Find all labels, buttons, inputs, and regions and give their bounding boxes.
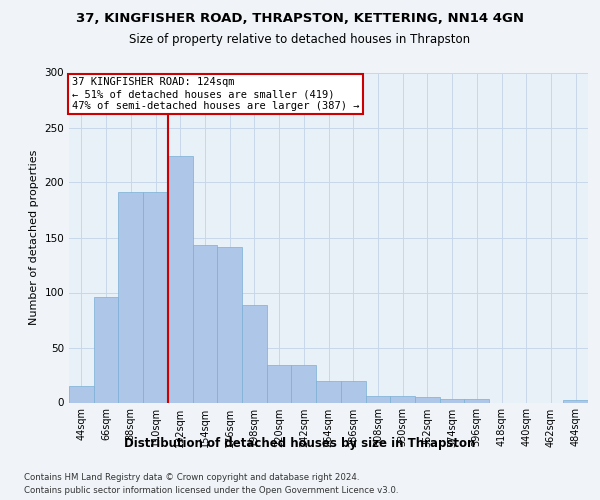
Bar <box>168 156 193 402</box>
Bar <box>415 397 440 402</box>
Bar <box>69 386 94 402</box>
Bar <box>316 380 341 402</box>
Y-axis label: Number of detached properties: Number of detached properties <box>29 150 39 325</box>
Text: Contains HM Land Registry data © Crown copyright and database right 2024.: Contains HM Land Registry data © Crown c… <box>24 472 359 482</box>
Bar <box>242 304 267 402</box>
Text: 37 KINGFISHER ROAD: 124sqm
← 51% of detached houses are smaller (419)
47% of sem: 37 KINGFISHER ROAD: 124sqm ← 51% of deta… <box>71 78 359 110</box>
Text: Distribution of detached houses by size in Thrapston: Distribution of detached houses by size … <box>124 438 476 450</box>
Bar <box>292 365 316 403</box>
Bar <box>390 396 415 402</box>
Bar <box>464 399 489 402</box>
Bar <box>440 399 464 402</box>
Text: 37, KINGFISHER ROAD, THRAPSTON, KETTERING, NN14 4GN: 37, KINGFISHER ROAD, THRAPSTON, KETTERIN… <box>76 12 524 26</box>
Bar <box>341 380 365 402</box>
Text: Contains public sector information licensed under the Open Government Licence v3: Contains public sector information licen… <box>24 486 398 495</box>
Bar <box>118 192 143 402</box>
Bar <box>94 297 118 403</box>
Bar <box>267 365 292 403</box>
Bar <box>563 400 588 402</box>
Bar <box>217 248 242 402</box>
Text: Size of property relative to detached houses in Thrapston: Size of property relative to detached ho… <box>130 32 470 46</box>
Bar <box>365 396 390 402</box>
Bar <box>143 192 168 402</box>
Bar <box>193 245 217 402</box>
